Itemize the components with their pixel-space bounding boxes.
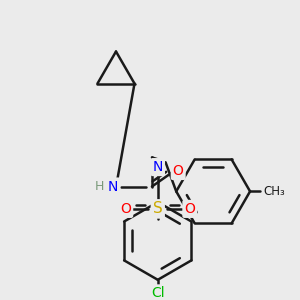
Text: S: S xyxy=(153,201,163,216)
Text: O: O xyxy=(120,202,131,216)
Text: CH₃: CH₃ xyxy=(264,185,285,198)
Text: O: O xyxy=(184,202,195,216)
Text: O: O xyxy=(173,164,184,178)
Text: N: N xyxy=(153,160,163,174)
Text: N: N xyxy=(108,179,118,194)
Text: Cl: Cl xyxy=(151,286,165,300)
Text: H: H xyxy=(95,180,104,193)
